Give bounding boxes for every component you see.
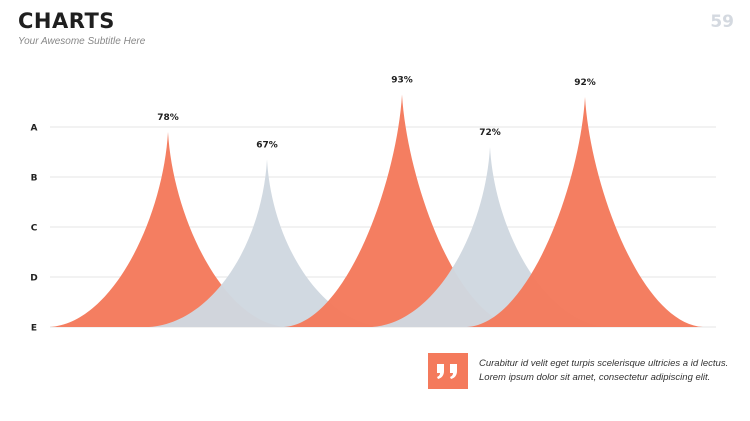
y-category-label: C <box>31 224 38 234</box>
data-label-3: 93% <box>391 76 413 86</box>
y-category-label: D <box>30 274 37 284</box>
peak-area-5 <box>467 97 703 327</box>
y-category-label: E <box>31 324 37 334</box>
peak-area-4 <box>372 147 608 327</box>
quote-line-1: Curabitur id velit eget turpis scelerisq… <box>479 358 729 369</box>
quote-icon <box>437 364 457 379</box>
peak-area-3 <box>284 94 520 327</box>
data-label-5: 92% <box>574 78 596 88</box>
peak-area-2 <box>149 159 385 327</box>
data-label-1: 78% <box>157 113 179 123</box>
quote-box <box>428 353 468 389</box>
data-label-2: 67% <box>256 141 278 151</box>
peak-area-1 <box>50 132 286 327</box>
y-category-label: A <box>31 124 38 134</box>
quote-text: Curabitur id velit eget turpis scelerisq… <box>479 357 741 385</box>
page-title: CHARTS <box>18 9 115 33</box>
data-label-4: 72% <box>479 128 501 138</box>
page-number: 59 <box>710 12 734 32</box>
y-category-label: B <box>31 174 38 184</box>
quote-line-2: Lorem ipsum dolor sit amet, consectetur … <box>479 372 711 383</box>
page-subtitle: Your Awesome Subtitle Here <box>18 36 146 47</box>
